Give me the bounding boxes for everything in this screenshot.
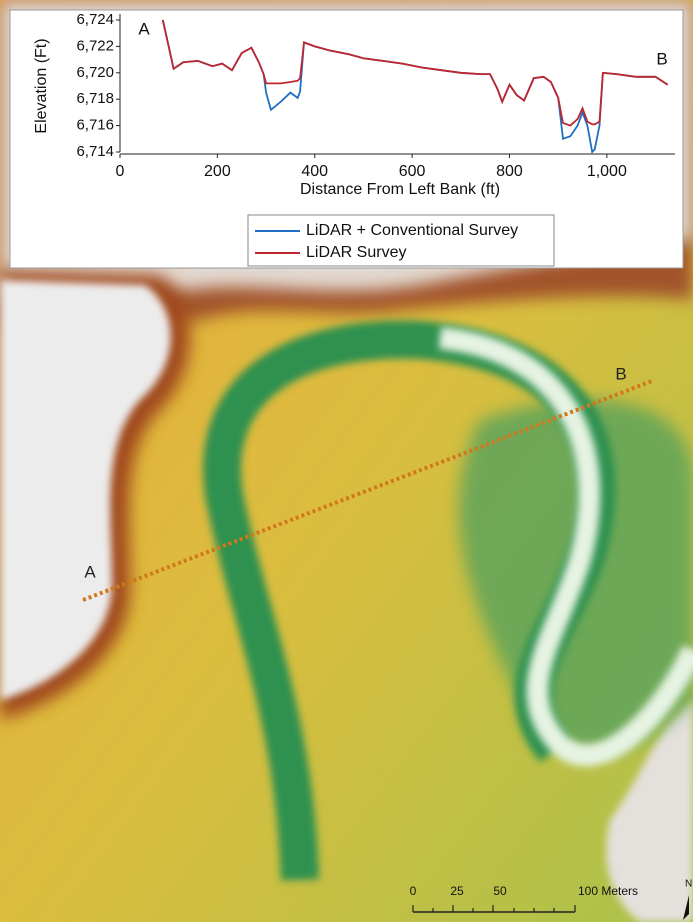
y-tick-label: 6,722 xyxy=(76,37,114,54)
x-tick-label: 200 xyxy=(204,163,231,180)
y-tick-label: 6,716 xyxy=(76,117,114,134)
annotation: A xyxy=(138,19,150,38)
legend-label: LiDAR Survey xyxy=(306,244,406,261)
north-label: N xyxy=(685,879,692,890)
profile-chart: 6,714 6,716 6,718 6,720 6,722 6,724 0 200 400 600… xyxy=(10,10,683,268)
scale-label: 25 xyxy=(450,884,464,898)
y-tick-label: 6,724 xyxy=(76,11,114,28)
figure: A B 0 25 50 100 Meters N 6,714 6,716 6,718… xyxy=(0,0,693,922)
x-tick-label: 400 xyxy=(301,163,328,180)
scale-label: 50 xyxy=(493,884,507,898)
y-tick-label: 6,714 xyxy=(76,143,114,160)
y-tick-label: 6,720 xyxy=(76,64,114,81)
x-axis-title: Distance From Left Bank (ft) xyxy=(300,181,500,198)
x-tick-label: 600 xyxy=(399,163,426,180)
page: A B 0 25 50 100 Meters N 6,714 6,716 6,718… xyxy=(0,0,693,922)
x-tick-label: 1,000 xyxy=(587,163,627,180)
x-tick-label: 800 xyxy=(496,163,523,180)
map-label: A xyxy=(84,562,96,581)
y-axis-title: Elevation (Ft) xyxy=(33,38,50,133)
y-tick-label: 6,718 xyxy=(76,90,114,107)
annotation: B xyxy=(656,49,667,68)
map-label: B xyxy=(615,364,626,383)
legend-label: LiDAR + Conventional Survey xyxy=(306,222,518,239)
scale-label: 0 xyxy=(410,884,417,898)
scale-label: 100 Meters xyxy=(578,884,638,898)
x-tick-label: 0 xyxy=(116,163,125,180)
